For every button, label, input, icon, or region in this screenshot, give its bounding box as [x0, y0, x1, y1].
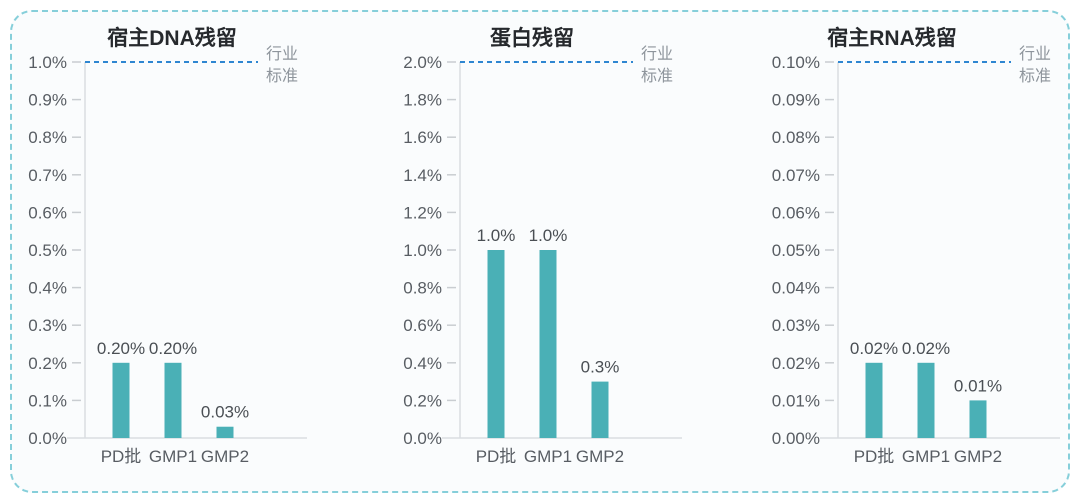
industry-standard-label: 标准 — [266, 67, 298, 85]
y-tick-label: 0.2% — [28, 354, 67, 373]
y-tick-label: 0.7% — [28, 166, 67, 185]
bar — [112, 362, 130, 438]
y-tick-label: 0.5% — [28, 241, 67, 260]
x-category-label: GMP1 — [902, 447, 950, 466]
bar — [917, 362, 935, 438]
x-category-label: GMP2 — [201, 447, 249, 466]
industry-standard-label: 行业 — [266, 45, 298, 63]
x-category-label: PD批 — [476, 447, 517, 466]
bar-value-label: 0.20% — [149, 339, 197, 358]
industry-standard-label: 标准 — [641, 67, 673, 85]
y-tick-label: 0.6% — [28, 203, 67, 222]
y-tick-label: 1.4% — [403, 166, 442, 185]
bar-value-label: 1.0% — [477, 226, 516, 245]
bar-value-label: 0.3% — [581, 358, 620, 377]
bar — [539, 250, 557, 438]
y-tick-label: 0.08% — [772, 128, 820, 147]
x-category-label: PD批 — [101, 447, 142, 466]
industry-standard-label: 行业 — [1019, 45, 1051, 63]
bar-value-label: 0.01% — [954, 376, 1002, 395]
y-tick-label: 0.00% — [772, 429, 820, 448]
x-category-label: GMP1 — [524, 447, 572, 466]
bar — [216, 426, 234, 438]
y-tick-label: 0.4% — [403, 354, 442, 373]
bar-chart: 宿主DNA残留 0.0% 0.1% 0.2% 0.3% 0.4% 0.5% 0.6% 0.7% 0… — [28, 26, 307, 466]
bar-value-label: 0.20% — [97, 339, 145, 358]
y-tick-label: 0.8% — [28, 128, 67, 147]
y-tick-label: 1.6% — [403, 128, 442, 147]
y-tick-label: 1.0% — [403, 241, 442, 260]
chart-title: 宿主RNA残留 — [827, 26, 957, 50]
chart-title: 宿主DNA残留 — [107, 26, 237, 50]
bar-chart: 宿主RNA残留0.00%0.01%0.02%0.03%0.04%0.05%0.0… — [772, 26, 1060, 466]
bar — [164, 362, 182, 438]
bar-value-label: 0.02% — [850, 339, 898, 358]
bar-value-label: 0.02% — [902, 339, 950, 358]
y-tick-label: 0.6% — [403, 316, 442, 335]
x-category-label: GMP2 — [576, 447, 624, 466]
y-tick-label: 0.01% — [772, 391, 820, 410]
y-tick-label: 0.02% — [772, 354, 820, 373]
bar-value-label: 1.0% — [529, 226, 568, 245]
y-tick-label: 0.07% — [772, 166, 820, 185]
industry-standard-label: 标准 — [1019, 67, 1051, 85]
y-tick-label: 0.06% — [772, 203, 820, 222]
y-tick-label: 0.04% — [772, 279, 820, 298]
x-category-label: GMP2 — [954, 447, 1002, 466]
y-tick-label: 2.0% — [403, 53, 442, 72]
bar — [969, 400, 987, 438]
chart-panel-protein: 蛋白残留 0.0% 0.2% 0.4% 0.6% 0.8% 1.0% 1.2% 1.4% 1.6%… — [360, 0, 720, 503]
industry-standard-label: 行业 — [641, 45, 673, 63]
y-tick-label: 0.03% — [772, 316, 820, 335]
y-tick-label: 1.8% — [403, 91, 442, 110]
bar-chart: 蛋白残留 0.0% 0.2% 0.4% 0.6% 0.8% 1.0% 1.2% 1.4% 1.6%… — [403, 26, 682, 466]
bar-value-label: 0.03% — [201, 403, 249, 422]
y-tick-label: 0.2% — [403, 391, 442, 410]
y-tick-label: 0.05% — [772, 241, 820, 260]
y-tick-label: 0.9% — [28, 91, 67, 110]
chart-title: 蛋白残留 — [490, 26, 574, 50]
y-tick-label: 0.0% — [403, 429, 442, 448]
y-tick-label: 0.4% — [28, 279, 67, 298]
y-tick-label: 0.10% — [772, 53, 820, 72]
x-category-label: PD批 — [854, 447, 895, 466]
bar — [865, 362, 883, 438]
bar — [487, 250, 505, 438]
y-tick-label: 0.3% — [28, 316, 67, 335]
y-tick-label: 1.2% — [403, 203, 442, 222]
y-tick-label: 0.8% — [403, 279, 442, 298]
chart-panel-dna: 宿主DNA残留 0.0% 0.1% 0.2% 0.3% 0.4% 0.5% 0.6% 0.7% 0… — [0, 0, 360, 503]
y-tick-label: 0.1% — [28, 391, 67, 410]
y-tick-label: 0.09% — [772, 91, 820, 110]
y-tick-label: 0.0% — [28, 429, 67, 448]
bar — [591, 381, 609, 438]
chart-panel-rna: 宿主RNA残留 0.00% 0.01% 0.02% 0.03% 0.04% 0.05% 0.0… — [720, 0, 1080, 503]
x-category-label: GMP1 — [149, 447, 197, 466]
y-tick-label: 1.0% — [28, 53, 67, 72]
